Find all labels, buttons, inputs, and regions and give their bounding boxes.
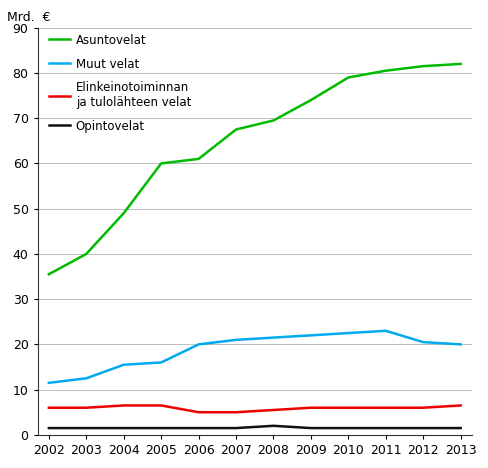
Line: Opintovelat: Opintovelat [49, 426, 460, 428]
Asuntovelat [233, 127, 239, 132]
Elinkeinotoiminnan
ja tulolähteen velat [195, 410, 201, 415]
Line: Asuntovelat: Asuntovelat [49, 64, 460, 274]
Muut velat [158, 360, 164, 366]
Elinkeinotoiminnan
ja tulolähteen velat [270, 407, 276, 413]
Muut velat [195, 342, 201, 347]
Elinkeinotoiminnan
ja tulolähteen velat [46, 405, 52, 410]
Asuntovelat [195, 156, 201, 162]
Asuntovelat [307, 97, 313, 103]
Elinkeinotoiminnan
ja tulolähteen velat [457, 402, 463, 408]
Asuntovelat [158, 161, 164, 166]
Line: Muut velat: Muut velat [49, 331, 460, 383]
Opintovelat [121, 425, 126, 431]
Opintovelat [233, 425, 239, 431]
Muut velat [46, 380, 52, 386]
Muut velat [345, 330, 350, 336]
Legend: Asuntovelat, Muut velat, Elinkeinotoiminnan
ja tulolähteen velat, Opintovelat: Asuntovelat, Muut velat, Elinkeinotoimin… [46, 32, 193, 135]
Asuntovelat [382, 68, 388, 73]
Opintovelat [158, 425, 164, 431]
Text: Mrd.  €: Mrd. € [7, 11, 51, 24]
Muut velat [83, 375, 89, 381]
Asuntovelat [419, 63, 425, 69]
Opintovelat [46, 425, 52, 431]
Muut velat [121, 362, 126, 367]
Muut velat [270, 335, 276, 340]
Opintovelat [195, 425, 201, 431]
Elinkeinotoiminnan
ja tulolähteen velat [233, 410, 239, 415]
Elinkeinotoiminnan
ja tulolähteen velat [83, 405, 89, 410]
Asuntovelat [457, 61, 463, 67]
Elinkeinotoiminnan
ja tulolähteen velat [419, 405, 425, 410]
Muut velat [233, 337, 239, 343]
Asuntovelat [46, 271, 52, 277]
Elinkeinotoiminnan
ja tulolähteen velat [158, 402, 164, 408]
Opintovelat [382, 425, 388, 431]
Elinkeinotoiminnan
ja tulolähteen velat [382, 405, 388, 410]
Muut velat [419, 339, 425, 345]
Muut velat [382, 328, 388, 334]
Opintovelat [307, 425, 313, 431]
Elinkeinotoiminnan
ja tulolähteen velat [307, 405, 313, 410]
Asuntovelat [83, 251, 89, 257]
Opintovelat [457, 425, 463, 431]
Opintovelat [83, 425, 89, 431]
Line: Elinkeinotoiminnan
ja tulolähteen velat: Elinkeinotoiminnan ja tulolähteen velat [49, 405, 460, 412]
Muut velat [307, 333, 313, 338]
Asuntovelat [345, 75, 350, 80]
Elinkeinotoiminnan
ja tulolähteen velat [345, 405, 350, 410]
Opintovelat [419, 425, 425, 431]
Muut velat [457, 342, 463, 347]
Asuntovelat [121, 211, 126, 216]
Asuntovelat [270, 117, 276, 123]
Opintovelat [345, 425, 350, 431]
Elinkeinotoiminnan
ja tulolähteen velat [121, 402, 126, 408]
Opintovelat [270, 423, 276, 429]
